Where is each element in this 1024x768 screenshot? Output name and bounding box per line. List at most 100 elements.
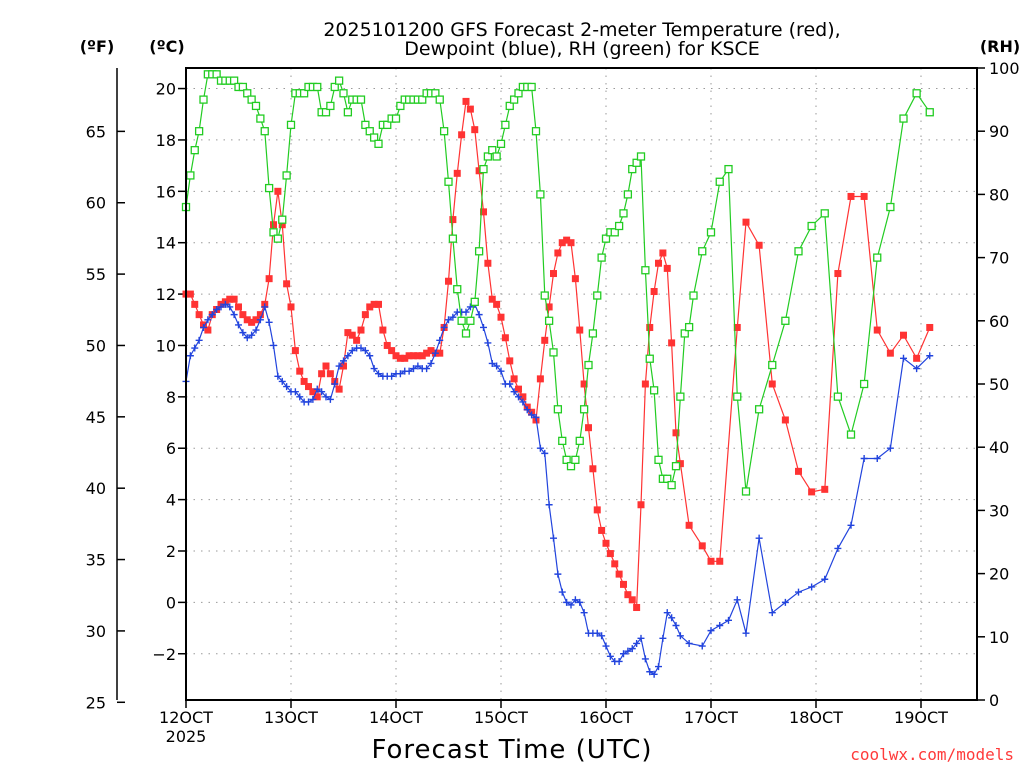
temperature-point [480, 208, 487, 216]
dewpoint-point [239, 329, 247, 337]
rh-point [859, 379, 869, 389]
rh-point [457, 316, 466, 325]
temperature-point [401, 354, 409, 362]
rh-point [492, 152, 501, 161]
credit-link[interactable]: coolwx.com/models [850, 745, 1014, 764]
temperature-point [204, 326, 212, 334]
temperature-point [309, 388, 317, 396]
rh-point [470, 297, 479, 306]
rh-point [715, 177, 724, 186]
temperature-point [488, 295, 496, 303]
rh-point [614, 221, 624, 231]
rh-tick-label: 90 [989, 122, 1009, 141]
dewpoint-point [900, 354, 907, 362]
temperature-point [453, 169, 461, 177]
dewpoint-point [243, 334, 251, 342]
dewpoint-point [283, 383, 291, 391]
temperature-point [847, 192, 855, 200]
rh-point [689, 291, 698, 300]
rh-tick-label: 70 [989, 249, 1009, 268]
celsius-axis: −2 0 2 4 6 8 10 12 14 16 18 20 [152, 80, 186, 664]
temperature-point [475, 167, 483, 175]
rh-point [663, 474, 672, 483]
rh-point [667, 480, 676, 490]
rh-point [628, 164, 637, 174]
fahrenheit-tick-label: 25 [86, 693, 106, 712]
temperature-point [659, 249, 667, 257]
temperature-line [186, 99, 931, 610]
temperature-point [348, 331, 356, 339]
dewpoint-point [698, 642, 706, 650]
temperature-point [471, 126, 479, 134]
rh-point [286, 120, 296, 130]
rh-point [676, 392, 685, 401]
dewpoint-point [873, 455, 881, 463]
temperature-point [795, 467, 802, 475]
temperature-point [313, 393, 321, 401]
temperature-point [436, 349, 444, 357]
dewpoint-point [252, 326, 260, 334]
dewpoint-point [204, 316, 212, 324]
rh-point [706, 228, 716, 237]
dewpoint-point [466, 303, 474, 311]
temperature-point [291, 347, 299, 355]
dewpoint-point [593, 629, 601, 637]
dewpoint-point [550, 534, 557, 542]
dewpoint-point [506, 380, 514, 388]
dewpoint-point [576, 598, 584, 606]
rh-point [483, 152, 493, 161]
dewpoint-point [742, 629, 750, 637]
dewpoint-point [309, 395, 317, 403]
temperature-point [541, 336, 549, 344]
dewpoint-point [834, 544, 842, 552]
rh-point [593, 291, 602, 300]
temperature-point [305, 383, 312, 391]
rh-point [575, 436, 584, 446]
rh-point [330, 82, 339, 92]
temperature-point [195, 311, 203, 319]
temperature-point [554, 249, 562, 257]
dewpoint-point [410, 365, 417, 373]
rh-point [339, 89, 348, 98]
temperature-point [641, 380, 649, 388]
dewpoint-point [291, 388, 299, 396]
temperature-point [375, 300, 382, 308]
celsius-tick-label: 20 [156, 80, 176, 99]
temperature-point [322, 362, 330, 370]
dewpoint-point [445, 316, 452, 324]
temperature-point [287, 303, 295, 311]
rh-point [356, 95, 366, 104]
rh-point [610, 228, 619, 237]
celsius-tick-label: 14 [156, 234, 176, 253]
dewpoint-point [515, 393, 522, 401]
temperature-point [585, 424, 592, 432]
dewpoint-point [344, 352, 352, 360]
dewpoint-point [768, 609, 776, 617]
temperature-point [445, 277, 452, 285]
dewpoint-point [536, 444, 544, 452]
chart-title-line-1: 2025101200 GFS Forecast 2-meter Temperat… [323, 19, 840, 41]
dewpoint-point [405, 367, 413, 375]
temperature-point [243, 316, 251, 324]
temperature-series [182, 97, 934, 612]
rh-point [273, 234, 283, 243]
rh-point [820, 209, 829, 218]
dewpoint-point [886, 444, 894, 452]
dewpoint-point [484, 339, 492, 347]
celsius-tick-label: 12 [156, 285, 176, 304]
dewpoint-point [567, 601, 575, 609]
dewpoint-point [221, 300, 229, 308]
dewpoint-point [554, 570, 562, 578]
fahrenheit-tick-label: 50 [86, 336, 106, 355]
celsius-tick-label: 10 [156, 336, 176, 355]
rh-tick-label: 80 [989, 185, 1009, 204]
dewpoint-point [375, 370, 382, 378]
rh-point [536, 190, 545, 199]
dewpoint-point [620, 650, 627, 658]
x-tick-label: 18OCT [789, 708, 843, 727]
dewpoint-point [532, 413, 540, 421]
rh-point [645, 354, 654, 363]
dewpoint-point [191, 344, 199, 352]
rh-point [619, 209, 628, 218]
temperature-point [274, 187, 282, 195]
